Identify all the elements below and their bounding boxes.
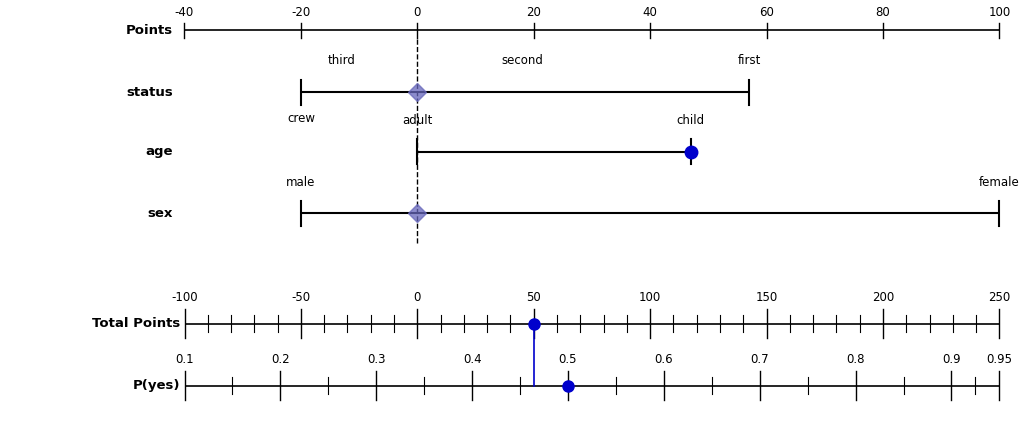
Text: age: age [146, 145, 173, 158]
Text: 0: 0 [414, 291, 421, 304]
Text: 20: 20 [526, 6, 541, 19]
Text: 80: 80 [875, 6, 891, 19]
Text: first: first [737, 54, 761, 67]
Text: 100: 100 [639, 291, 661, 304]
Text: 0.1: 0.1 [175, 353, 194, 366]
Text: 0.3: 0.3 [367, 353, 385, 366]
Text: second: second [501, 54, 543, 67]
Text: 0.2: 0.2 [271, 353, 290, 366]
Text: child: child [676, 114, 705, 127]
Text: P(yes): P(yes) [133, 379, 180, 392]
Text: 0.6: 0.6 [655, 353, 673, 366]
Text: -50: -50 [291, 291, 311, 304]
Text: 0.8: 0.8 [847, 353, 865, 366]
Text: 0.4: 0.4 [463, 353, 482, 366]
Text: 250: 250 [988, 291, 1011, 304]
Text: 40: 40 [643, 6, 658, 19]
Text: -40: -40 [175, 6, 194, 19]
Text: -100: -100 [171, 291, 198, 304]
Text: Points: Points [126, 24, 173, 37]
Text: sex: sex [148, 207, 173, 220]
Text: -20: -20 [291, 6, 311, 19]
Text: 150: 150 [755, 291, 778, 304]
Text: 50: 50 [527, 291, 541, 304]
Text: 0.5: 0.5 [559, 353, 577, 366]
Text: female: female [979, 176, 1020, 189]
Text: adult: adult [402, 114, 433, 127]
Text: status: status [126, 85, 173, 99]
Text: male: male [286, 176, 316, 189]
Text: 60: 60 [760, 6, 774, 19]
Text: crew: crew [287, 112, 315, 125]
Text: 100: 100 [988, 6, 1011, 19]
Text: 200: 200 [872, 291, 894, 304]
Text: Total Points: Total Points [92, 317, 180, 330]
Text: 0.9: 0.9 [942, 353, 960, 366]
Text: 0.7: 0.7 [750, 353, 769, 366]
Text: 0.95: 0.95 [986, 353, 1013, 366]
Text: third: third [328, 54, 356, 67]
Text: 0: 0 [414, 6, 421, 19]
